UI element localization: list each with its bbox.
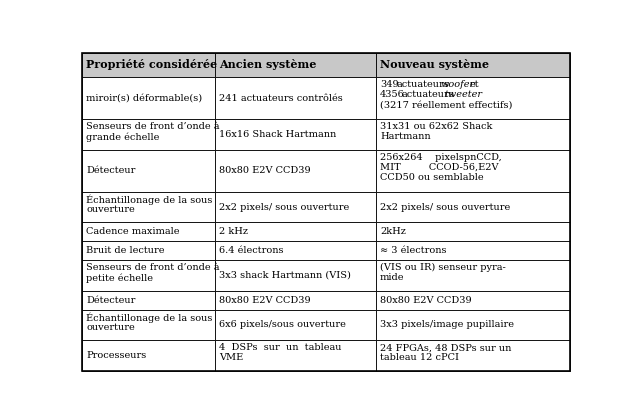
- Bar: [214, 291, 376, 310]
- Text: 6.4 électrons: 6.4 électrons: [219, 246, 284, 255]
- Bar: [82, 291, 214, 310]
- Bar: [214, 53, 376, 77]
- Bar: [376, 241, 570, 260]
- Bar: [376, 340, 570, 370]
- Text: 16x16 Shack Hartmann: 16x16 Shack Hartmann: [219, 130, 336, 139]
- Bar: [214, 192, 376, 222]
- Text: 256x264    pixelspnCCD,: 256x264 pixelspnCCD,: [380, 153, 502, 162]
- Bar: [214, 77, 376, 119]
- Text: Processeurs: Processeurs: [86, 351, 146, 360]
- Text: 6x6 pixels/sous ouverture: 6x6 pixels/sous ouverture: [219, 320, 346, 329]
- Bar: [376, 77, 570, 119]
- Text: 2 kHz: 2 kHz: [219, 227, 248, 236]
- Text: et: et: [469, 80, 479, 89]
- Bar: [214, 260, 376, 291]
- Bar: [82, 310, 214, 340]
- Text: 80x80 E2V CCD39: 80x80 E2V CCD39: [219, 166, 310, 175]
- Bar: [376, 291, 570, 310]
- Text: 2kHz: 2kHz: [380, 227, 406, 236]
- Text: Ancien système: Ancien système: [219, 59, 316, 70]
- Bar: [82, 340, 214, 370]
- Bar: [82, 77, 214, 119]
- Text: (3217 réellement effectifs): (3217 réellement effectifs): [380, 101, 513, 109]
- Bar: [82, 260, 214, 291]
- Text: Nouveau système: Nouveau système: [380, 59, 489, 70]
- Text: Cadence maximale: Cadence maximale: [86, 227, 179, 236]
- Text: actuateurs: actuateurs: [397, 80, 450, 89]
- Bar: [214, 119, 376, 150]
- Text: actuateurs: actuateurs: [402, 91, 454, 99]
- Text: tweeter: tweeter: [445, 91, 483, 99]
- Text: 4356: 4356: [380, 91, 404, 99]
- Bar: [214, 340, 376, 370]
- Bar: [214, 310, 376, 340]
- Text: Échantillonage de la sous: Échantillonage de la sous: [86, 313, 212, 323]
- Bar: [376, 192, 570, 222]
- Text: CCD50 ou semblable: CCD50 ou semblable: [380, 173, 484, 182]
- Text: Propriété considérée: Propriété considérée: [86, 59, 218, 70]
- Bar: [376, 53, 570, 77]
- Text: 4  DSPs  sur  un  tableau: 4 DSPs sur un tableau: [219, 343, 342, 352]
- Text: 2x2 pixels/ sous ouverture: 2x2 pixels/ sous ouverture: [219, 202, 349, 212]
- Text: MIT         CCOD-56,E2V: MIT CCOD-56,E2V: [380, 163, 499, 172]
- Text: Senseurs de front d’onde à: Senseurs de front d’onde à: [86, 263, 219, 272]
- Bar: [82, 241, 214, 260]
- Text: (VIS ou IR) senseur pyra-: (VIS ou IR) senseur pyra-: [380, 263, 506, 272]
- Bar: [376, 310, 570, 340]
- Bar: [82, 222, 214, 241]
- Text: 2x2 pixels/ sous ouverture: 2x2 pixels/ sous ouverture: [380, 202, 510, 212]
- Text: petite échelle: petite échelle: [86, 274, 153, 283]
- Text: 31x31 ou 62x62 Shack: 31x31 ou 62x62 Shack: [380, 122, 492, 131]
- Bar: [376, 150, 570, 192]
- Text: 24 FPGAs, 48 DSPs sur un: 24 FPGAs, 48 DSPs sur un: [380, 343, 511, 352]
- Text: 3x3 pixels/image pupillaire: 3x3 pixels/image pupillaire: [380, 320, 514, 329]
- Bar: [82, 192, 214, 222]
- Text: 349: 349: [380, 80, 399, 89]
- Text: 80x80 E2V CCD39: 80x80 E2V CCD39: [380, 295, 472, 305]
- Text: grande échelle: grande échelle: [86, 132, 160, 142]
- Text: 80x80 E2V CCD39: 80x80 E2V CCD39: [219, 295, 310, 305]
- Text: tableau 12 cPCI: tableau 12 cPCI: [380, 354, 459, 362]
- Bar: [376, 119, 570, 150]
- Text: miroir(s) déformable(s): miroir(s) déformable(s): [86, 93, 202, 103]
- Bar: [214, 222, 376, 241]
- Text: Hartmann: Hartmann: [380, 132, 431, 142]
- Text: Senseurs de front d’onde à: Senseurs de front d’onde à: [86, 122, 219, 131]
- Bar: [82, 119, 214, 150]
- Text: ouverture: ouverture: [86, 323, 135, 332]
- Text: VME: VME: [219, 354, 243, 362]
- Bar: [82, 53, 214, 77]
- Bar: [82, 150, 214, 192]
- Text: Détecteur: Détecteur: [86, 166, 135, 175]
- Bar: [376, 222, 570, 241]
- Text: mide: mide: [380, 274, 404, 282]
- Text: Détecteur: Détecteur: [86, 295, 135, 305]
- Text: ouverture: ouverture: [86, 205, 135, 214]
- Bar: [376, 260, 570, 291]
- Bar: [214, 241, 376, 260]
- Text: 3x3 shack Hartmann (VIS): 3x3 shack Hartmann (VIS): [219, 271, 351, 280]
- Text: woofer: woofer: [440, 80, 474, 89]
- Bar: [214, 150, 376, 192]
- Text: Échantillonage de la sous: Échantillonage de la sous: [86, 195, 212, 205]
- Text: ≈ 3 électrons: ≈ 3 électrons: [380, 246, 446, 255]
- Text: 241 actuateurs contrôlés: 241 actuateurs contrôlés: [219, 93, 343, 103]
- Text: Bruit de lecture: Bruit de lecture: [86, 246, 165, 255]
